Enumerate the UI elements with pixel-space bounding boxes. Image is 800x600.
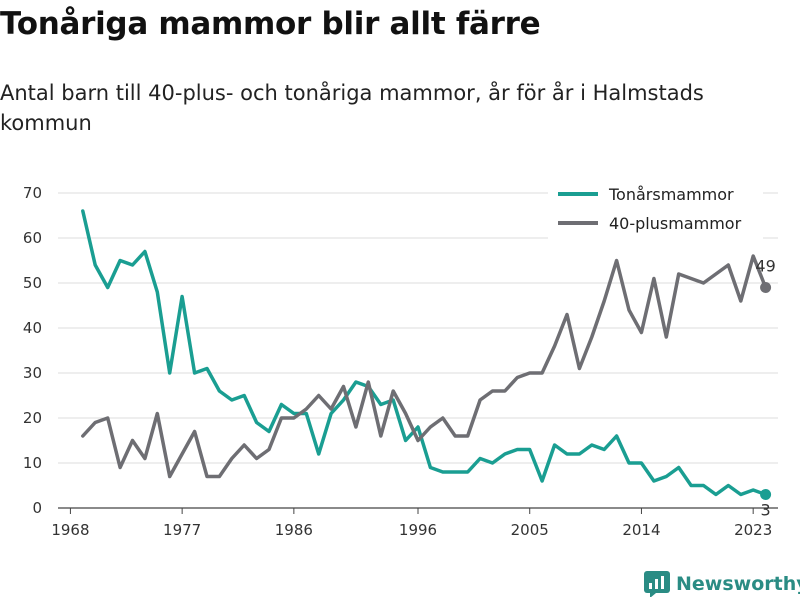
- legend-background: [548, 176, 763, 240]
- series-end-point-2: [760, 282, 772, 293]
- x-tick-label: 1996: [399, 521, 437, 539]
- legend-label-2: 40-plusmammor: [609, 214, 742, 233]
- legend-label-1: Tonårsmammor: [608, 185, 734, 204]
- y-tick-label: 0: [32, 499, 42, 517]
- y-tick-label: 30: [23, 364, 42, 382]
- x-axis: 1968 1977 1986 1996 2005 2014 2023: [51, 508, 772, 539]
- series-line-2: [81, 254, 768, 479]
- x-tick-label: 2014: [622, 521, 660, 539]
- x-tick-label: 2005: [511, 521, 549, 539]
- y-tick-label: 50: [23, 274, 42, 292]
- y-tick-label: 10: [23, 454, 42, 472]
- x-tick-label: 1977: [163, 521, 201, 539]
- brand-logo: Newsworthy: [644, 568, 800, 600]
- series-end-point-1: [760, 489, 772, 500]
- legend: Tonårsmammor 40-plusmammor: [548, 176, 763, 240]
- newsworthy-logo-icon: [644, 571, 670, 597]
- y-tick-label: 20: [23, 409, 42, 427]
- x-tick-label: 1986: [275, 521, 313, 539]
- x-tick-label: 1968: [51, 521, 89, 539]
- series-end-label-2: 49: [755, 257, 775, 276]
- series-lines: 3 49: [81, 209, 776, 520]
- chart-title: Tonåriga mammor blir allt färre: [0, 6, 541, 42]
- series-end-label-1: 3: [760, 501, 770, 520]
- brand-name: Newsworthy: [676, 573, 800, 595]
- y-axis: 0 10 20 30 40 50 60 70: [23, 184, 42, 517]
- chart-subtitle: Antal barn till 40-plus- och tonåriga ma…: [0, 81, 704, 135]
- y-tick-label: 70: [23, 184, 42, 202]
- x-tick-label: 2023: [734, 521, 772, 539]
- y-tick-label: 40: [23, 319, 42, 337]
- series-line-1: [81, 209, 768, 497]
- y-tick-label: 60: [23, 229, 42, 247]
